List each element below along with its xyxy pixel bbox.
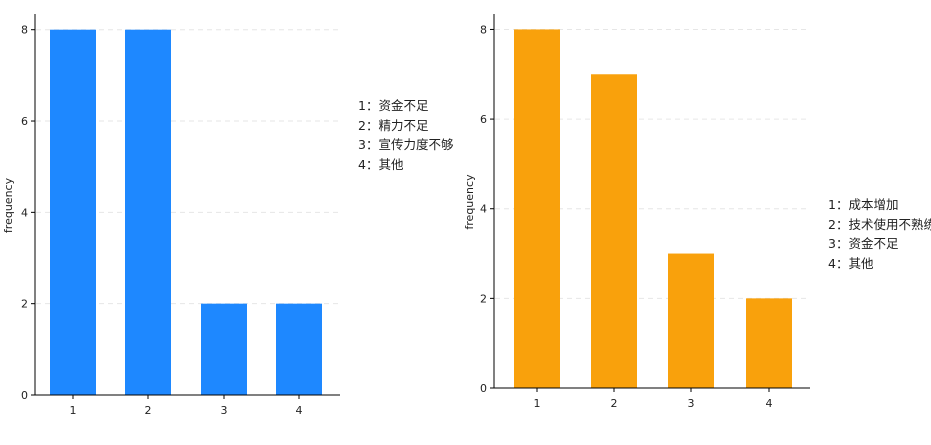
x-tick-label: 3 [221, 404, 228, 417]
annotation-right: 1：成本增加 2：技术使用不熟练 3：资金不足 4：其他 [828, 195, 931, 273]
y-axis-label: frequency [2, 177, 15, 233]
annotation-line: 4：其他 [358, 156, 404, 172]
bar-4 [276, 303, 322, 395]
annotation-left: 1：资金不足 2：精力不足 3：宣传力度不够 4：其他 [358, 96, 453, 174]
annotation-line: 4：其他 [828, 255, 874, 271]
annotation-line: 2：精力不足 [358, 117, 429, 133]
y-axis-label: frequency [463, 174, 476, 230]
bar-2 [125, 29, 171, 396]
y-tick-label: 6 [480, 113, 487, 126]
bar-1 [50, 29, 96, 396]
y-tick-label: 4 [480, 203, 487, 216]
y-tick-label: 2 [480, 292, 487, 305]
chart-left: 0 2 4 6 8 1 2 3 4 frequency [2, 14, 340, 417]
y-tick-label: 0 [480, 382, 487, 395]
y-tick-label: 4 [21, 206, 28, 219]
x-tick-label: 2 [145, 404, 152, 417]
bar-2 [591, 74, 637, 388]
x-tick-label: 3 [688, 397, 695, 410]
chart-right: 0 2 4 6 8 1 2 3 4 frequency [463, 14, 810, 410]
x-tick-label: 1 [534, 397, 541, 410]
bar-1 [514, 29, 560, 389]
y-tick-label: 8 [480, 23, 487, 36]
annotation-line: 2：技术使用不熟练 [828, 216, 931, 232]
annotation-line: 3：宣传力度不够 [358, 137, 454, 152]
annotation-line: 1：资金不足 [358, 98, 429, 113]
x-tick-label: 4 [296, 404, 303, 417]
x-tick-label: 1 [70, 404, 77, 417]
bar-3 [668, 253, 714, 388]
annotation-line: 1：成本增加 [828, 197, 899, 212]
bar-3 [201, 303, 247, 395]
y-tick-label: 0 [21, 389, 28, 402]
x-tick-label: 4 [766, 397, 773, 410]
x-tick-label: 2 [611, 397, 618, 410]
y-tick-label: 8 [21, 24, 28, 37]
bar-4 [746, 298, 792, 388]
y-tick-label: 6 [21, 115, 28, 128]
y-tick-label: 2 [21, 298, 28, 311]
annotation-line: 3：资金不足 [828, 236, 899, 251]
